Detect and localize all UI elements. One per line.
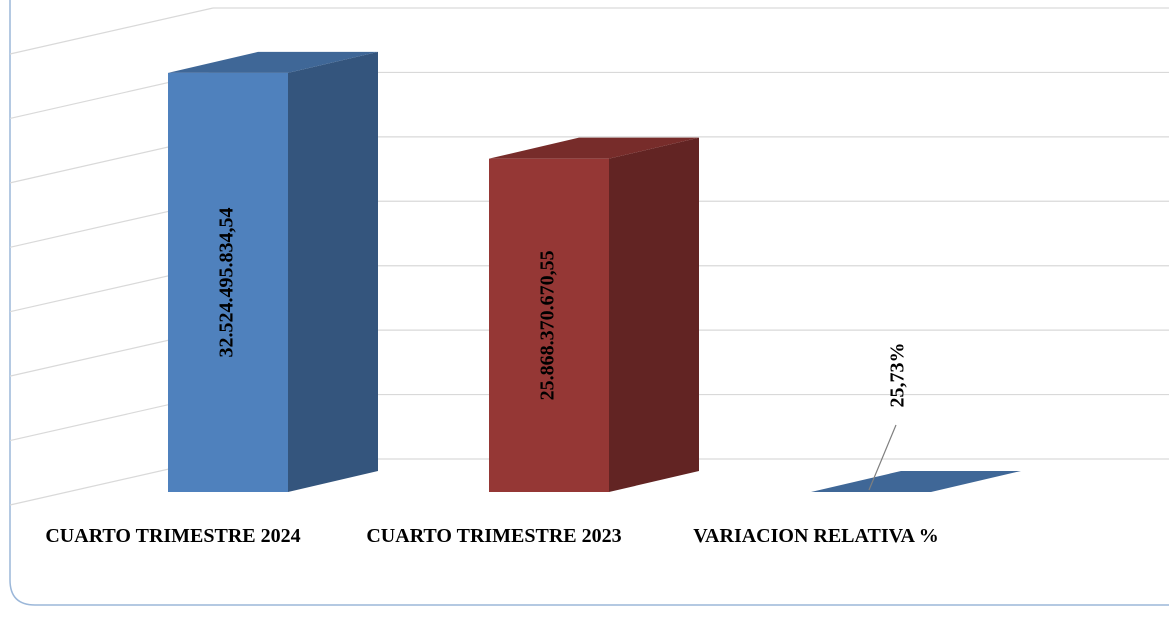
value-label: 25.868.370.670,55 (537, 250, 559, 400)
x-tick-label: VARIACION RELATIVA % (693, 525, 939, 547)
bar-side (609, 137, 699, 492)
x-tick-label: CUARTO TRIMESTRE 2024 (45, 525, 301, 547)
bar-front (489, 158, 609, 492)
bar-top (168, 51, 378, 73)
bar (168, 51, 378, 493)
bar-side (288, 51, 378, 492)
value-label: 32.524.495.834,54 (216, 207, 238, 357)
frame (9, 0, 1169, 606)
x-tick-label: CUARTO TRIMESTRE 2023 (366, 525, 622, 547)
bar-front (168, 72, 288, 493)
value-label: 25,73% (887, 343, 909, 408)
bar-top (811, 471, 1021, 492)
grid-line (9, 7, 214, 55)
bar-top (489, 137, 699, 159)
bar (489, 137, 699, 492)
bar (811, 471, 1021, 492)
leader-line (868, 424, 897, 491)
